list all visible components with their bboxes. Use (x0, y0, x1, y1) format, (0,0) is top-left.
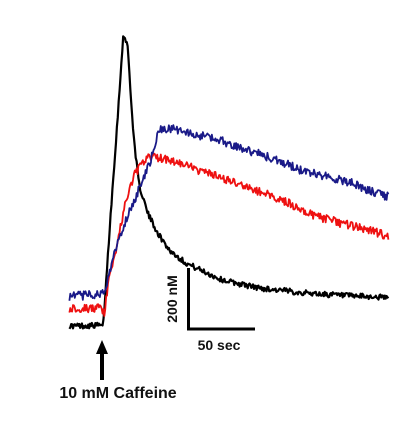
caffeine-marker: 10 mM Caffeine (59, 340, 177, 402)
trace-line-1 (68, 35, 390, 330)
caffeine-label: 10 mM Caffeine (59, 385, 176, 402)
scale-bar-time-label: 50 sec (198, 337, 241, 353)
scale-bar: 200 nM 50 sec (164, 268, 255, 353)
trace-line-3 (68, 124, 390, 301)
scale-bar-concentration-label: 200 nM (164, 275, 180, 322)
caffeine-arrow-head (96, 340, 108, 354)
trace-line-2 (68, 152, 390, 317)
trace-group (68, 35, 390, 330)
